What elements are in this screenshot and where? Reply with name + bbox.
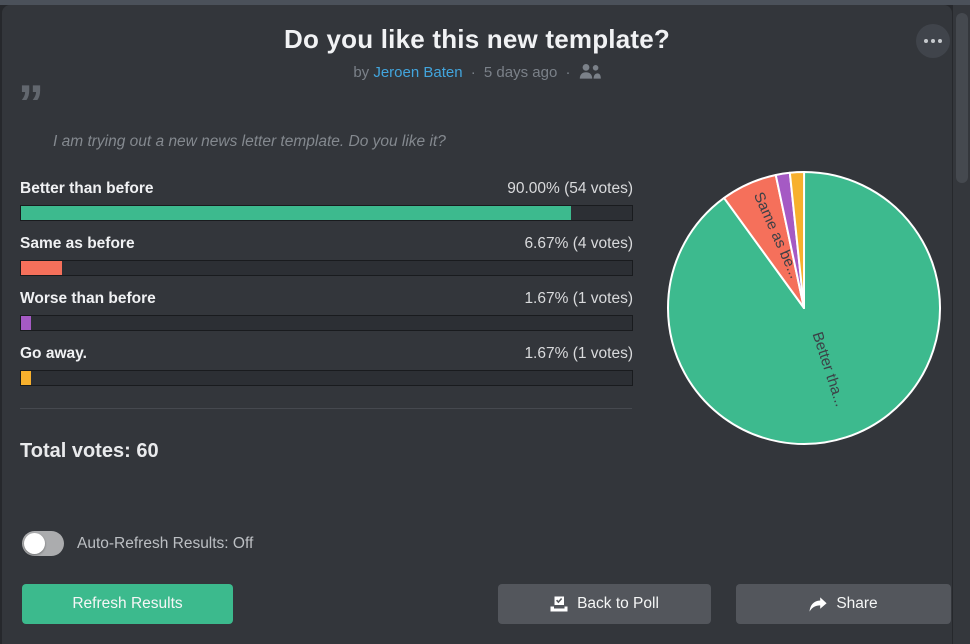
poll-option-row: Worse than before 1.67% (1 votes)	[20, 290, 633, 345]
back-to-poll-button[interactable]: Back to Poll	[498, 584, 711, 624]
more-options-button[interactable]	[916, 24, 950, 58]
poll-option-bar-fill	[21, 316, 32, 330]
divider	[20, 408, 632, 409]
total-votes-value: 60	[136, 440, 159, 462]
ellipsis-icon	[924, 39, 942, 43]
total-votes-label: Total votes:	[20, 440, 131, 462]
refresh-results-label: Refresh Results	[72, 595, 183, 612]
poll-option-label: Same as before	[20, 235, 135, 252]
poll-option-row: Better than before 90.00% (54 votes)	[20, 180, 633, 235]
toggle-knob	[24, 533, 45, 554]
poll-option-bar-fill	[21, 206, 571, 220]
share-label: Share	[836, 595, 878, 612]
auto-refresh-label: Auto-Refresh Results: Off	[77, 535, 254, 552]
byline-age: 5 days ago	[483, 64, 558, 81]
poll-option-value: 6.67% (4 votes)	[524, 235, 633, 252]
poll-option-row: Same as before 6.67% (4 votes)	[20, 235, 633, 290]
results-list: Better than before 90.00% (54 votes) Same …	[20, 180, 633, 400]
author-link[interactable]: Jeroen Baten	[373, 64, 463, 81]
total-votes: Total votes: 60	[20, 440, 159, 463]
poll-option-value: 1.67% (1 votes)	[524, 290, 633, 307]
byline: by Jeroen Baten · 5 days ago ·	[2, 64, 952, 81]
people-icon	[579, 64, 601, 81]
poll-option-bar-track	[20, 315, 633, 331]
pie-chart: Better tha... Same as be...	[662, 166, 946, 450]
poll-option-value: 90.00% (54 votes)	[507, 180, 633, 197]
refresh-results-button[interactable]: Refresh Results	[22, 584, 233, 624]
byline-prefix: by	[353, 64, 370, 81]
poll-option-row: Go away. 1.67% (1 votes)	[20, 345, 633, 400]
share-button[interactable]: Share	[736, 584, 951, 624]
poll-option-bar-fill	[21, 261, 62, 275]
byline-separator: ·	[565, 64, 571, 81]
share-arrow-icon	[809, 596, 827, 612]
auto-refresh-toggle[interactable]	[22, 531, 64, 556]
poll-option-bar-track	[20, 260, 633, 276]
poll-option-bar-fill	[21, 371, 32, 385]
poll-option-label: Worse than before	[20, 290, 156, 307]
poll-option-value: 1.67% (1 votes)	[524, 345, 633, 362]
page-title: Do you like this new template?	[284, 24, 670, 54]
top-strip	[0, 0, 970, 5]
back-to-poll-label: Back to Poll	[577, 595, 659, 612]
byline-separator: ·	[470, 64, 476, 81]
poll-description: I am trying out a new news letter templa…	[53, 133, 446, 150]
scrollbar-thumb[interactable]	[956, 13, 968, 183]
poll-option-label: Go away.	[20, 345, 87, 362]
ballot-box-icon	[550, 596, 568, 612]
poll-option-label: Better than before	[20, 180, 154, 197]
poll-option-bar-track	[20, 205, 633, 221]
scrollbar-track[interactable]	[953, 5, 970, 644]
quote-icon: ”	[18, 75, 44, 133]
poll-option-bar-track	[20, 370, 633, 386]
pie-slice	[788, 171, 806, 309]
